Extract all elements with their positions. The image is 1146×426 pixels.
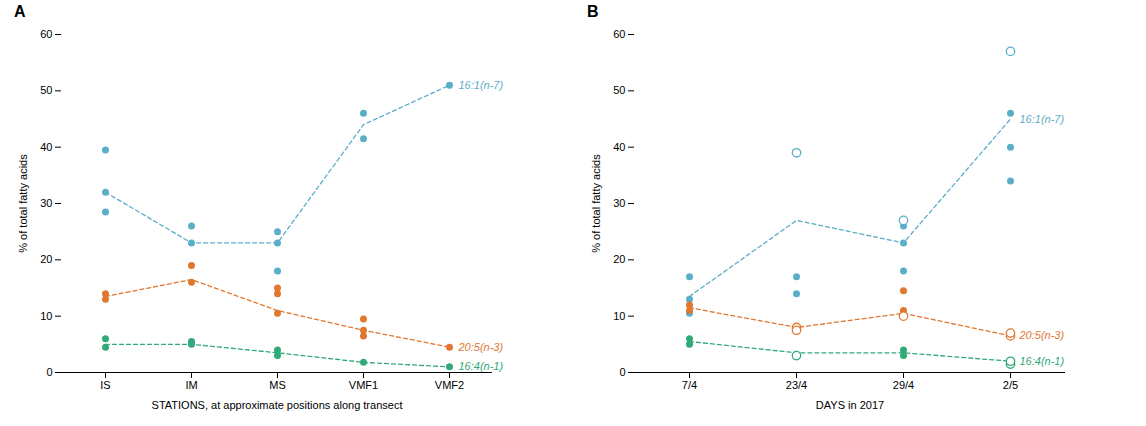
svg-text:0: 0	[619, 366, 625, 378]
svg-text:20: 20	[40, 253, 52, 265]
svg-text:STATIONS, at approximate posit: STATIONS, at approximate positions along…	[152, 399, 403, 411]
svg-text:60: 60	[40, 28, 52, 40]
svg-text:10: 10	[40, 310, 52, 322]
svg-text:IM: IM	[185, 379, 197, 391]
svg-text:VMF1: VMF1	[349, 379, 378, 391]
svg-text:0: 0	[46, 366, 52, 378]
svg-text:16:1(n-7): 16:1(n-7)	[459, 79, 504, 91]
svg-text:20:5(n-3): 20:5(n-3)	[458, 341, 504, 353]
svg-text:40: 40	[40, 141, 52, 153]
svg-text:20:5(n-3): 20:5(n-3)	[1019, 329, 1065, 341]
svg-text:16:1(n-7): 16:1(n-7)	[1020, 113, 1065, 125]
svg-text:50: 50	[40, 84, 52, 96]
svg-text:50: 50	[613, 84, 625, 96]
svg-text:16:4(n-1): 16:4(n-1)	[459, 360, 504, 372]
svg-text:60: 60	[613, 28, 625, 40]
html-text:B: B	[587, 3, 599, 20]
svg-text:VMF2: VMF2	[435, 379, 464, 391]
html-text:A: A	[14, 3, 26, 20]
svg-text:% of total fatty acids: % of total fatty acids	[590, 154, 602, 253]
svg-text:7/4: 7/4	[682, 379, 697, 391]
svg-text:2/5: 2/5	[1003, 379, 1018, 391]
svg-text:40: 40	[613, 141, 625, 153]
svg-text:20: 20	[613, 253, 625, 265]
svg-text:% of total fatty acids: % of total fatty acids	[17, 154, 29, 253]
svg-text:10: 10	[613, 310, 625, 322]
svg-text:30: 30	[613, 197, 625, 209]
svg-text:IS: IS	[100, 379, 110, 391]
svg-text:29/4: 29/4	[893, 379, 914, 391]
svg-text:DAYS in 2017: DAYS in 2017	[816, 399, 884, 411]
svg-text:MS: MS	[269, 379, 286, 391]
svg-text:23/4: 23/4	[786, 379, 807, 391]
svg-text:30: 30	[40, 197, 52, 209]
svg-text:16:4(n-1): 16:4(n-1)	[1020, 355, 1065, 367]
